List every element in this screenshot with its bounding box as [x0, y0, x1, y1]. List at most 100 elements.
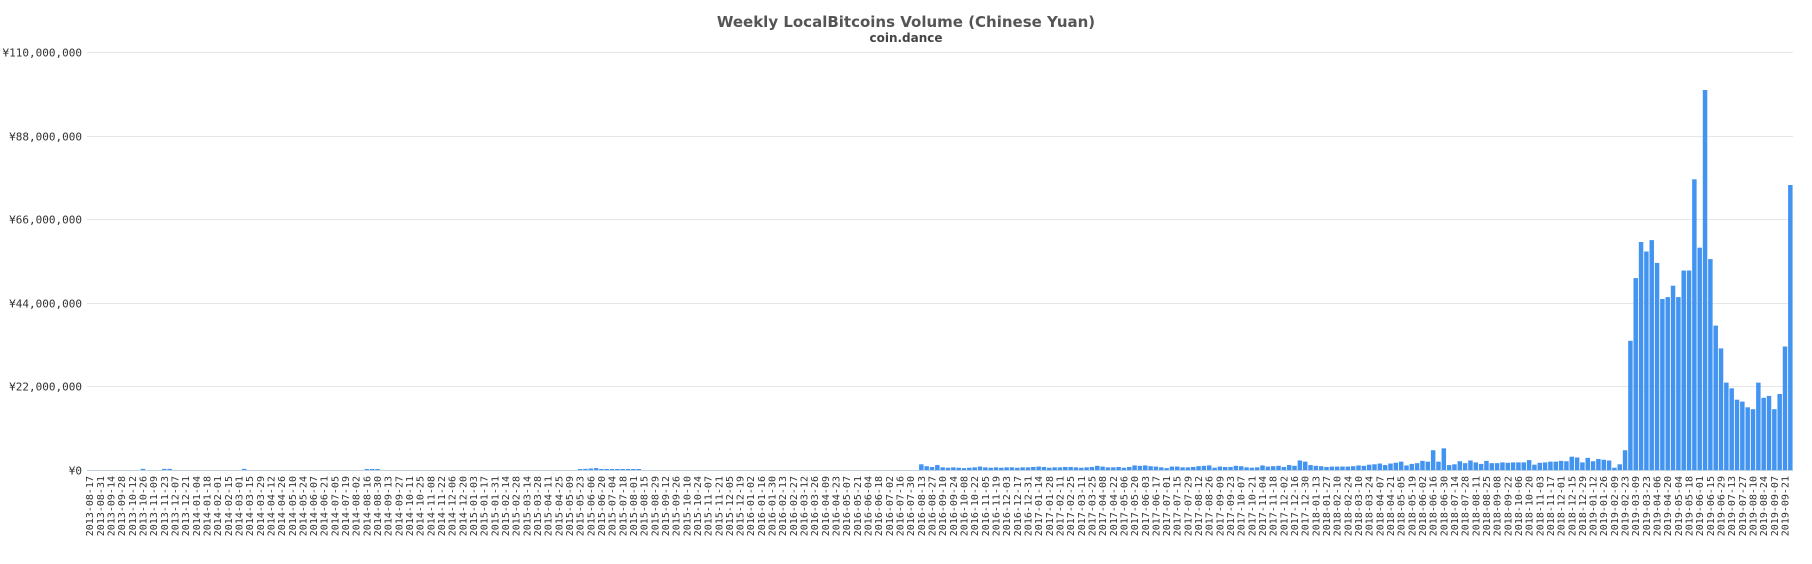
- bar: [1628, 340, 1633, 470]
- x-tick-label: 2017-12-30: [1301, 476, 1312, 536]
- bar: [1718, 348, 1724, 470]
- bar: [1318, 466, 1324, 470]
- x-tick-label: 2015-04-25: [554, 476, 565, 536]
- x-tick-label: 2015-03-14: [522, 476, 533, 536]
- x-tick-label: 2013-11-09: [149, 476, 160, 536]
- x-tick-label: 2016-04-09: [821, 476, 832, 536]
- x-tick-label: 2015-06-20: [597, 476, 608, 536]
- x-tick-label: 2019-05-04: [1674, 476, 1685, 536]
- bar: [1526, 460, 1532, 470]
- x-tick-label: 2016-08-27: [928, 476, 939, 536]
- bar: [1670, 285, 1676, 470]
- x-tick-label: 2018-04-21: [1386, 476, 1397, 536]
- bar: [1057, 467, 1063, 470]
- bar: [1111, 467, 1116, 470]
- bar: [1766, 395, 1772, 470]
- x-tick-label: 2014-04-12: [266, 476, 277, 536]
- bar: [1052, 467, 1057, 470]
- bar: [929, 466, 935, 470]
- bar: [1393, 462, 1399, 470]
- bar: [1350, 466, 1356, 470]
- x-tick-label: 2014-06-21: [320, 476, 331, 536]
- bar: [1542, 462, 1548, 470]
- bar: [1254, 467, 1260, 470]
- bar: [1441, 448, 1447, 470]
- x-tick-label: 2013-12-21: [181, 476, 192, 536]
- bar: [1414, 463, 1420, 470]
- bar: [1740, 401, 1745, 470]
- y-tick-label: ¥66,000,000: [9, 214, 82, 227]
- bar: [1292, 465, 1297, 470]
- bar: [1185, 467, 1191, 470]
- x-tick-label: 2014-04-26: [277, 476, 288, 536]
- x-tick-label: 2017-09-09: [1215, 476, 1226, 536]
- bar: [1468, 460, 1473, 470]
- x-tick-label: 2016-10-08: [959, 476, 970, 536]
- bar: [1612, 467, 1617, 470]
- bar: [988, 467, 993, 470]
- bar: [1425, 461, 1431, 470]
- x-tick-label: 2014-11-22: [437, 476, 448, 536]
- bar: [636, 469, 642, 470]
- bar: [1750, 409, 1756, 470]
- bar: [1036, 466, 1041, 470]
- x-tick-label: 2016-08-13: [917, 476, 928, 536]
- bar: [631, 469, 636, 470]
- x-tick-label: 2015-12-05: [725, 476, 736, 536]
- x-tick-label: 2015-04-11: [544, 476, 555, 536]
- x-tick-label: 2017-08-26: [1205, 476, 1216, 536]
- bar: [1270, 466, 1276, 470]
- bar: [1244, 467, 1249, 470]
- bar: [1116, 466, 1121, 470]
- x-tick-label: 2016-11-19: [991, 476, 1002, 536]
- bar: [1180, 467, 1185, 470]
- x-tick-label: 2018-06-16: [1429, 476, 1440, 536]
- x-tick-label: 2018-02-10: [1333, 476, 1344, 536]
- bar: [1500, 462, 1505, 470]
- bar: [993, 467, 999, 470]
- x-tick-label: 2014-03-01: [234, 476, 245, 536]
- bar: [1601, 459, 1606, 470]
- x-tick-label: 2013-08-31: [96, 476, 107, 536]
- x-tick-label: 2017-09-23: [1226, 476, 1237, 536]
- x-tick-label: 2015-05-09: [565, 476, 576, 536]
- x-tick-label: 2017-12-16: [1290, 476, 1301, 536]
- bar: [1329, 466, 1335, 470]
- x-tick-label: 2017-07-15: [1173, 476, 1184, 536]
- bar: [620, 469, 626, 470]
- bar: [1574, 457, 1580, 470]
- x-tick-label: 2014-01-04: [192, 476, 203, 536]
- bar: [1649, 240, 1654, 470]
- x-tick-label: 2019-07-13: [1727, 476, 1738, 536]
- bar: [961, 468, 967, 470]
- bar: [364, 469, 370, 470]
- bar: [1175, 466, 1180, 470]
- bar: [1068, 466, 1073, 470]
- x-tick-label: 2017-04-22: [1109, 476, 1120, 536]
- bar: [604, 469, 610, 470]
- bar: [1420, 460, 1425, 470]
- bar: [1164, 468, 1169, 470]
- x-tick-label: 2017-07-29: [1183, 476, 1194, 536]
- x-tick-label: 2014-08-30: [373, 476, 384, 536]
- x-tick-label: 2014-09-13: [384, 476, 395, 536]
- bar: [1553, 461, 1558, 470]
- x-tick-label: 2017-12-02: [1279, 476, 1290, 536]
- bar: [1217, 466, 1223, 470]
- x-tick-label: 2013-09-14: [106, 476, 117, 536]
- bar: [924, 466, 929, 470]
- bar: [1473, 462, 1479, 470]
- x-tick-label: 2015-05-23: [576, 476, 587, 536]
- bar: [1729, 388, 1734, 470]
- bar: [1681, 270, 1686, 470]
- x-tick-label: 2017-04-08: [1098, 476, 1109, 536]
- bar: [1196, 466, 1201, 470]
- x-tick-label: 2018-07-14: [1450, 476, 1461, 536]
- bar: [1345, 466, 1351, 470]
- x-tick-label: 2019-06-29: [1717, 476, 1728, 536]
- bar: [1585, 457, 1590, 470]
- bar: [1313, 465, 1319, 470]
- x-tick-label: 2015-03-28: [533, 476, 544, 536]
- bar: [1063, 466, 1068, 470]
- x-tick-label: 2016-07-30: [906, 476, 917, 536]
